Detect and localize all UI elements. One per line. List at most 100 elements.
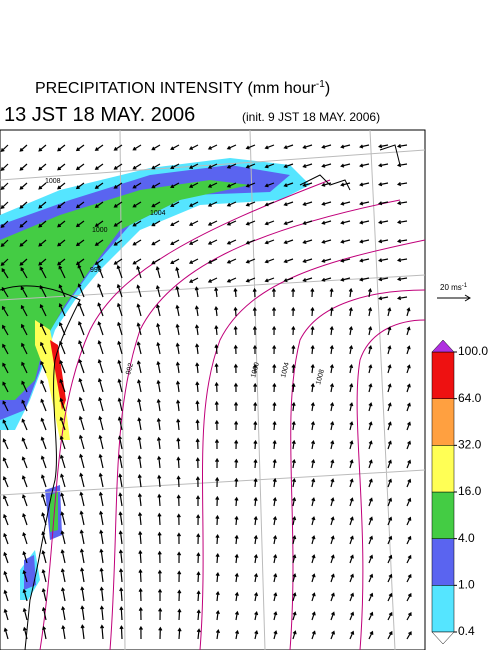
- wind-arrow: [378, 163, 389, 168]
- contour-labels: 1008 1004 1000 996 992 1000 1004 1008: [45, 178, 326, 386]
- wind-arrow: [99, 567, 104, 583]
- wind-arrow: [196, 552, 201, 564]
- wind-arrow: [188, 182, 199, 188]
- wind-arrow: [359, 220, 370, 225]
- wind-arrow: [157, 550, 162, 564]
- colorbar-under: [431, 631, 455, 645]
- wind-arrow: [118, 492, 123, 507]
- wind-arrow: [207, 163, 218, 169]
- wind-arrow: [406, 326, 411, 336]
- wind-arrow: [59, 416, 66, 431]
- wind-arrow: [151, 182, 161, 189]
- wind-arrow: [41, 606, 47, 621]
- wind-arrow: [21, 342, 28, 355]
- wind-arrow: [176, 513, 181, 526]
- wind-arrow: [20, 304, 28, 317]
- wind-arrow: [291, 458, 296, 469]
- wind-arrow: [0, 220, 9, 228]
- wind-arrow: [2, 438, 9, 450]
- wind-arrow: [253, 496, 258, 507]
- wind-arrow: [78, 396, 85, 412]
- wind-arrow: [234, 420, 239, 431]
- wind-arrow: [175, 323, 180, 336]
- wind-arrow: [233, 306, 238, 317]
- wind-arrow: [176, 456, 181, 469]
- wind-arrow: [157, 588, 163, 602]
- title-end: ): [325, 80, 330, 97]
- wind-arrow: [1, 305, 9, 317]
- wind-arrow: [349, 421, 354, 431]
- wind-arrow: [38, 201, 47, 209]
- wind-arrow: [406, 383, 411, 393]
- wind-arrow: [78, 377, 85, 393]
- contour-label: 1008: [45, 178, 61, 185]
- wind-arrow: [97, 358, 104, 374]
- wind-arrow: [156, 436, 161, 450]
- wind-arrow: [94, 144, 104, 151]
- wind-arrow: [311, 497, 316, 507]
- wind-arrow: [254, 592, 259, 602]
- wind-arrow: [137, 379, 142, 393]
- wind-arrow: [368, 478, 373, 488]
- wind-arrow: [138, 530, 143, 545]
- wind-arrow: [41, 587, 47, 602]
- wind-arrow: [311, 611, 316, 621]
- wind-arrow: [100, 624, 105, 640]
- wind-arrow: [20, 267, 28, 279]
- wind-arrow: [40, 341, 47, 355]
- wind-arrow: [38, 220, 47, 228]
- wind-arrow: [20, 285, 28, 298]
- wind-arrow: [378, 277, 389, 282]
- colorbar-label: 100.0: [458, 344, 488, 358]
- wind-arrow: [378, 239, 389, 244]
- wind-arrow: [99, 510, 104, 526]
- wind-arrow: [226, 258, 237, 264]
- wind-arrow: [406, 631, 412, 640]
- wind-arrow: [1, 267, 9, 279]
- wind-arrow: [291, 363, 296, 374]
- wind-arrow: [57, 201, 66, 209]
- wind-arrow: [113, 220, 123, 227]
- wind-arrow: [340, 163, 351, 168]
- wind-arrow: [22, 569, 28, 583]
- wind-arrow: [177, 589, 182, 602]
- wind-arrow: [387, 630, 393, 640]
- wind-arrow: [158, 626, 163, 640]
- wind-arrow: [233, 363, 238, 374]
- wind-arrow: [157, 531, 162, 545]
- wind-arrow: [57, 163, 66, 171]
- wind-arrow: [387, 383, 392, 393]
- wind-arrow: [245, 182, 256, 188]
- wind-arrow: [396, 201, 408, 206]
- wind-arrow: [292, 516, 297, 526]
- wind-arrow: [245, 163, 256, 169]
- wind-arrow: [396, 277, 408, 282]
- wind-arrow: [330, 573, 335, 583]
- wind-arrow: [132, 163, 142, 170]
- wind-arrow: [226, 201, 237, 207]
- wind-arrow: [311, 516, 316, 526]
- wind-arrow: [40, 398, 47, 412]
- colorbar-label: 16.0: [458, 484, 482, 498]
- wind-arrow: [226, 220, 237, 226]
- wind-arrow: [330, 592, 335, 602]
- wind-arrow: [3, 570, 9, 583]
- contour-label: 996: [90, 267, 102, 274]
- wind-arrow: [136, 284, 142, 298]
- wind-arrow: [113, 201, 123, 208]
- wind-arrow: [19, 258, 28, 266]
- wind-arrow: [234, 610, 240, 621]
- wind-arrow: [97, 340, 104, 355]
- contour-label: 992: [125, 362, 135, 375]
- wind-arrow: [387, 345, 392, 355]
- wind-arrow: [97, 302, 104, 317]
- wind-arrow: [75, 239, 85, 247]
- wind-arrow: [396, 258, 408, 263]
- wind-arrow: [137, 473, 142, 488]
- wind-arrow: [368, 307, 373, 317]
- wind-arrow: [119, 587, 124, 602]
- wind-arrow: [387, 516, 393, 526]
- wind-arrow: [292, 592, 297, 602]
- wind-arrow: [207, 277, 218, 283]
- wind-arrow: [321, 258, 332, 263]
